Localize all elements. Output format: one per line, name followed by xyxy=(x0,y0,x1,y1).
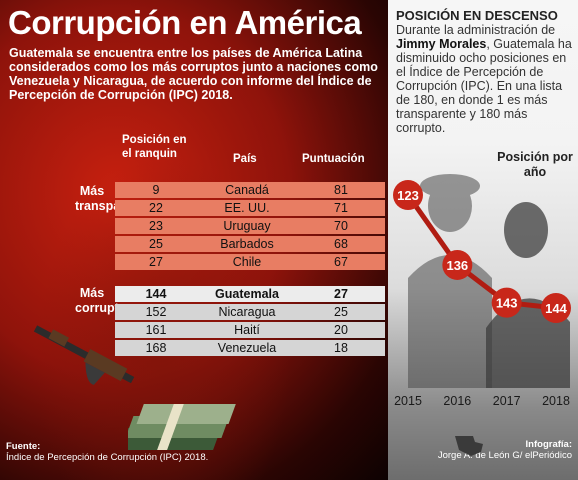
source-label: Fuente: xyxy=(6,441,41,452)
money-icon xyxy=(128,404,236,450)
credit-note: Infografía: Jorge A. de León G/ elPeriód… xyxy=(438,439,572,461)
side-text-post: , Guatemala ha disminuido ocho posicione… xyxy=(396,37,572,135)
side-heading: POSICIÓN EN DESCENSO xyxy=(396,8,558,23)
data-point xyxy=(442,249,473,280)
data-point xyxy=(393,180,423,210)
data-point xyxy=(491,287,522,318)
table-row: 161 Haití 20 xyxy=(115,322,385,338)
table-row: 9 Canadá 81 xyxy=(115,182,385,198)
data-label: 136 xyxy=(446,258,468,273)
cell-position: 22 xyxy=(149,201,163,215)
table-row: 22 EE. UU. 71 xyxy=(115,200,385,216)
table-row: 25 Barbados 68 xyxy=(115,236,385,252)
col-header-score: Puntuación xyxy=(302,153,365,165)
cell-position: 152 xyxy=(145,305,167,319)
rifle-icon xyxy=(33,325,135,385)
cell-position: 144 xyxy=(145,287,167,301)
x-tick-label: 2015 xyxy=(394,394,422,408)
series-line xyxy=(405,193,557,311)
side-text-name: Jimmy Morales xyxy=(396,37,487,51)
transparent-rows: 9 Canadá 81 22 EE. UU. 71 23 Uruguay 70 25 Barb… xyxy=(115,182,385,272)
credit-text: Jorge A. de León G/ elPeriódico xyxy=(437,450,572,461)
data-label: 144 xyxy=(545,301,567,316)
chart-label: Posición por año xyxy=(497,150,573,179)
data-label: 123 xyxy=(397,188,419,203)
table-row: 152 Nicaragua 25 xyxy=(115,304,385,320)
cell-score: 68 xyxy=(334,237,348,251)
source-note: Fuente: Índice de Percepción de Corrupci… xyxy=(6,441,208,463)
cell-country: Chile xyxy=(232,255,262,269)
right-panel: POSICIÓN EN DESCENSO Durante la administ… xyxy=(388,0,578,480)
cell-position: 23 xyxy=(149,219,163,233)
cell-position: 25 xyxy=(149,237,163,251)
cell-score: 27 xyxy=(334,287,348,301)
cell-country: Uruguay xyxy=(223,219,271,233)
x-tick-label: 2017 xyxy=(493,394,521,408)
table-row: 27 Chile 67 xyxy=(115,254,385,270)
table-row: 23 Uruguay 70 xyxy=(115,218,385,234)
cell-score: 81 xyxy=(334,183,348,197)
cell-score: 67 xyxy=(334,255,348,269)
cell-country: Haití xyxy=(234,323,260,337)
data-point xyxy=(541,293,571,323)
col-header-position: Posición en el ranquin xyxy=(122,134,187,160)
guatemala-map-icon xyxy=(455,436,483,456)
side-text-pre: Durante la administración de xyxy=(396,23,556,37)
cell-position: 27 xyxy=(149,255,163,269)
source-text: Índice de Percepción de Corrupción (IPC)… xyxy=(6,452,209,463)
intro-text: Guatemala se encuentra entre los países … xyxy=(9,46,378,102)
cell-position: 161 xyxy=(145,323,167,337)
data-label: 143 xyxy=(496,296,518,311)
cell-country: Venezuela xyxy=(217,341,277,355)
cell-country: Barbados xyxy=(220,237,274,251)
cell-country: EE. UU. xyxy=(224,201,270,215)
table-row-guatemala: 144 Guatemala 27 xyxy=(115,286,385,302)
cell-country: Guatemala xyxy=(215,287,279,301)
corrupt-rows: 144 Guatemala 27 152 Nicaragua 25 161 Haití 20… xyxy=(115,286,385,358)
cell-position: 168 xyxy=(145,341,167,355)
page-title: Corrupción en América xyxy=(8,4,362,41)
cell-country: Nicaragua xyxy=(218,305,276,319)
col-header-country: País xyxy=(233,153,257,165)
cell-score: 25 xyxy=(334,305,348,319)
cell-score: 71 xyxy=(334,201,348,215)
side-text: Durante la administración de Jimmy Moral… xyxy=(396,23,574,135)
x-tick-label: 2016 xyxy=(443,394,471,408)
table-row: 168 Venezuela 18 xyxy=(115,340,385,356)
x-tick-label: 2018 xyxy=(542,394,570,408)
cell-score: 20 xyxy=(334,323,348,337)
cell-score: 70 xyxy=(334,219,348,233)
cell-position: 9 xyxy=(152,183,160,197)
credit-label: Infografía: xyxy=(525,439,572,450)
left-panel: Corrupción en América Guatemala se encue… xyxy=(0,0,388,480)
cell-score: 18 xyxy=(334,341,348,355)
cell-country: Canadá xyxy=(225,183,269,197)
